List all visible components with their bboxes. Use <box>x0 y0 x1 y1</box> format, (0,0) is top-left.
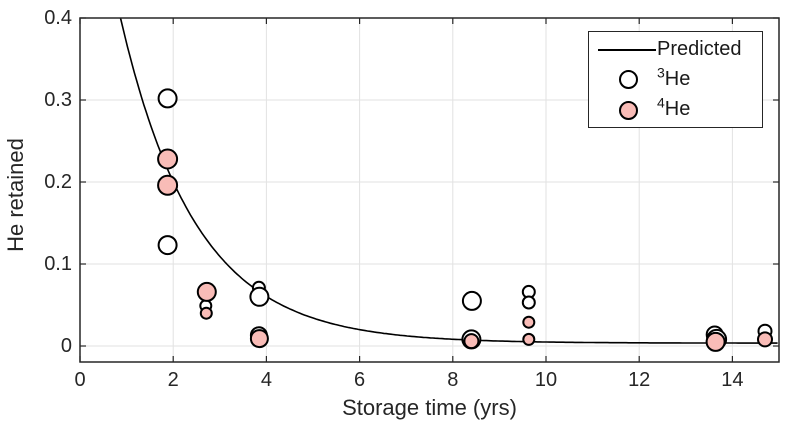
predicted-curve <box>119 17 778 344</box>
he4-marker-icon <box>589 95 657 125</box>
legend-label-he3: 3He <box>657 64 691 90</box>
legend-entry-he3: 3He <box>589 64 762 94</box>
legend-entry-he4: 4He <box>589 95 762 125</box>
legend-entry-predicted: Predicted <box>589 34 762 64</box>
y-tick-label: 0.4 <box>44 7 72 29</box>
legend-label-predicted: Predicted <box>657 37 742 60</box>
x-axis-label: Storage time (yrs) <box>342 395 517 420</box>
x-tick-label: 8 <box>447 369 459 391</box>
he4-marker <box>249 329 269 349</box>
he3-marker <box>249 286 270 307</box>
he3-marker <box>461 290 482 311</box>
axes-box <box>79 17 780 363</box>
he4-marker <box>463 333 480 350</box>
x-tick-label: 4 <box>260 369 272 391</box>
he3-marker <box>157 235 178 256</box>
he4-marker <box>199 306 213 320</box>
he4-marker <box>522 315 536 329</box>
legend: Predicted 3He 4He <box>588 31 763 128</box>
legend-label-he4: 4He <box>657 94 691 121</box>
x-tick-label: 0 <box>74 369 86 391</box>
legend-line-sample <box>589 34 657 64</box>
x-tick-label: 12 <box>628 369 651 391</box>
x-tick-label: 2 <box>167 369 179 391</box>
he4-marker <box>757 331 773 348</box>
he4-marker <box>157 174 179 196</box>
y-tick-label: 0.1 <box>44 253 72 275</box>
x-tick-label: 14 <box>721 369 744 391</box>
he3-marker <box>521 295 536 310</box>
y-axis-label: He retained <box>3 138 28 252</box>
he4-marker <box>196 281 217 302</box>
y-tick-label: 0.3 <box>44 89 72 111</box>
x-tick-label: 10 <box>534 369 558 391</box>
y-tick-label: 0 <box>60 335 72 357</box>
x-tick-label: 6 <box>354 369 366 391</box>
he4-marker <box>157 148 179 170</box>
he4-marker <box>522 332 536 346</box>
he3-marker <box>157 88 178 109</box>
y-tick-label: 0.2 <box>44 171 72 193</box>
he3-marker-icon <box>589 64 657 94</box>
he4-marker <box>705 331 726 352</box>
